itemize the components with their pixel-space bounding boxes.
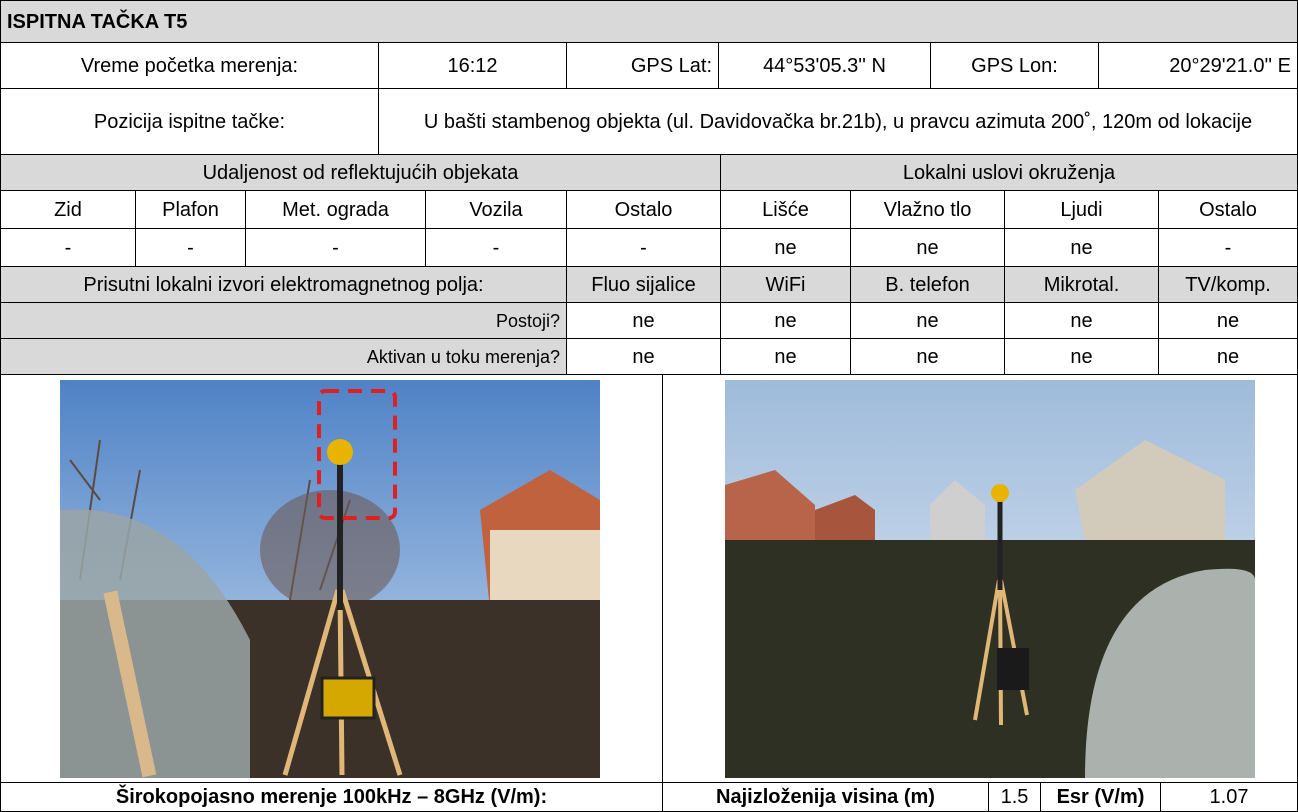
photo-right <box>725 380 1255 778</box>
esr-label: Esr (V/m) <box>1040 782 1161 812</box>
cell: - <box>566 228 721 267</box>
row-label: Postoji? <box>0 302 567 339</box>
cell: ne <box>850 228 1005 267</box>
source-header: TV/komp. <box>1158 266 1298 303</box>
start-time: 16:12 <box>378 42 567 89</box>
source-header: WiFi <box>720 266 851 303</box>
column-header: Vozila <box>425 190 567 229</box>
lat: 44°53'05.3'' N <box>718 42 931 89</box>
cell: ne <box>720 338 851 375</box>
height-value: 1.5 <box>988 782 1041 812</box>
column-header: Vlažno tlo <box>850 190 1005 229</box>
cell: ne <box>1004 228 1159 267</box>
cell: ne <box>566 302 721 339</box>
cell: ne <box>850 338 1005 375</box>
height-label: Najizloženija visina (m) <box>662 782 989 812</box>
sheet-title: ISPITNA TAČKA T5 <box>0 0 1298 43</box>
measurement-label: Širokopojasno merenje 100kHz – 8GHz (V/m… <box>0 782 663 812</box>
cell: ne <box>1004 338 1159 375</box>
cell: - <box>0 228 136 267</box>
sources-header: Prisutni lokalni izvori elektromagnetnog… <box>0 266 567 303</box>
lon-label: GPS Lon: <box>930 42 1099 89</box>
source-header: Fluo sijalice <box>566 266 721 303</box>
cell: - <box>245 228 426 267</box>
column-header: Lišće <box>720 190 851 229</box>
row-label: Aktivan u toku merenja? <box>0 338 567 375</box>
start-label: Vreme početka merenja: <box>0 42 379 89</box>
column-header: Met. ograda <box>245 190 426 229</box>
column-header: Plafon <box>135 190 246 229</box>
cell: ne <box>1158 338 1298 375</box>
column-header: Ljudi <box>1004 190 1159 229</box>
column-header: Ostalo <box>566 190 721 229</box>
cell: - <box>1158 228 1298 267</box>
environment-header: Lokalni uslovi okruženja <box>720 154 1298 191</box>
cell: - <box>425 228 567 267</box>
cell: - <box>135 228 246 267</box>
position: U bašti stambenog objekta (ul. Davidovač… <box>378 88 1298 155</box>
cell: ne <box>850 302 1005 339</box>
cell: ne <box>566 338 721 375</box>
cell: ne <box>720 228 851 267</box>
column-header: Zid <box>0 190 136 229</box>
lat-label: GPS Lat: <box>566 42 719 89</box>
position-label: Pozicija ispitne tačke: <box>0 88 379 155</box>
lon: 20°29'21.0'' E <box>1098 42 1298 89</box>
cell: ne <box>1004 302 1159 339</box>
photo-left <box>60 380 600 778</box>
esr-value: 1.07 <box>1160 782 1298 812</box>
source-header: Mikrotal. <box>1004 266 1159 303</box>
cell: ne <box>720 302 851 339</box>
column-header: Ostalo <box>1158 190 1298 229</box>
source-header: B. telefon <box>850 266 1005 303</box>
reflective-header: Udaljenost od reflektujućih objekata <box>0 154 721 191</box>
cell: ne <box>1158 302 1298 339</box>
